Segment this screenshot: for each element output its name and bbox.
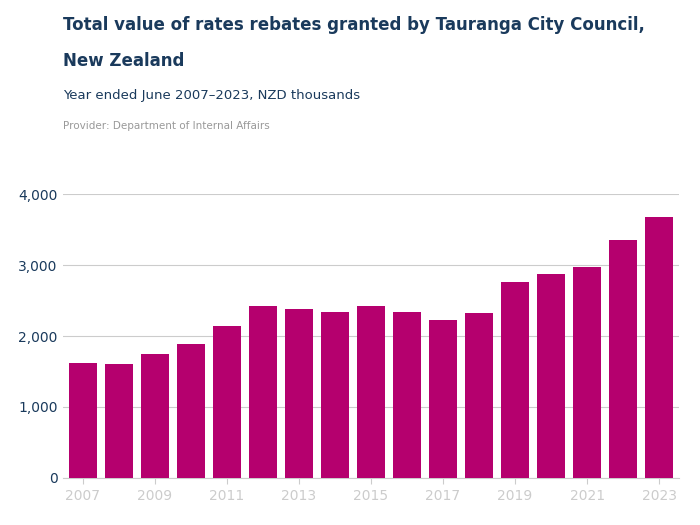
Text: New Zealand: New Zealand [63,52,184,70]
Bar [69,363,97,478]
Bar [573,267,601,478]
Bar [393,312,421,478]
Bar [141,354,169,478]
Bar [249,306,277,478]
Bar [429,320,457,478]
Text: Total value of rates rebates granted by Tauranga City Council,: Total value of rates rebates granted by … [63,16,645,34]
Bar [213,326,241,478]
Text: figure.nz: figure.nz [584,15,662,29]
Bar [537,275,565,478]
Bar [285,309,313,478]
Bar [357,306,385,478]
Bar [465,312,493,478]
Bar [645,217,673,478]
Bar [609,239,637,478]
Bar [105,364,133,478]
Bar [177,344,205,478]
Text: Provider: Department of Internal Affairs: Provider: Department of Internal Affairs [63,121,270,131]
Text: Year ended June 2007–2023, NZD thousands: Year ended June 2007–2023, NZD thousands [63,89,360,102]
Bar [321,312,349,478]
Bar [501,282,529,478]
